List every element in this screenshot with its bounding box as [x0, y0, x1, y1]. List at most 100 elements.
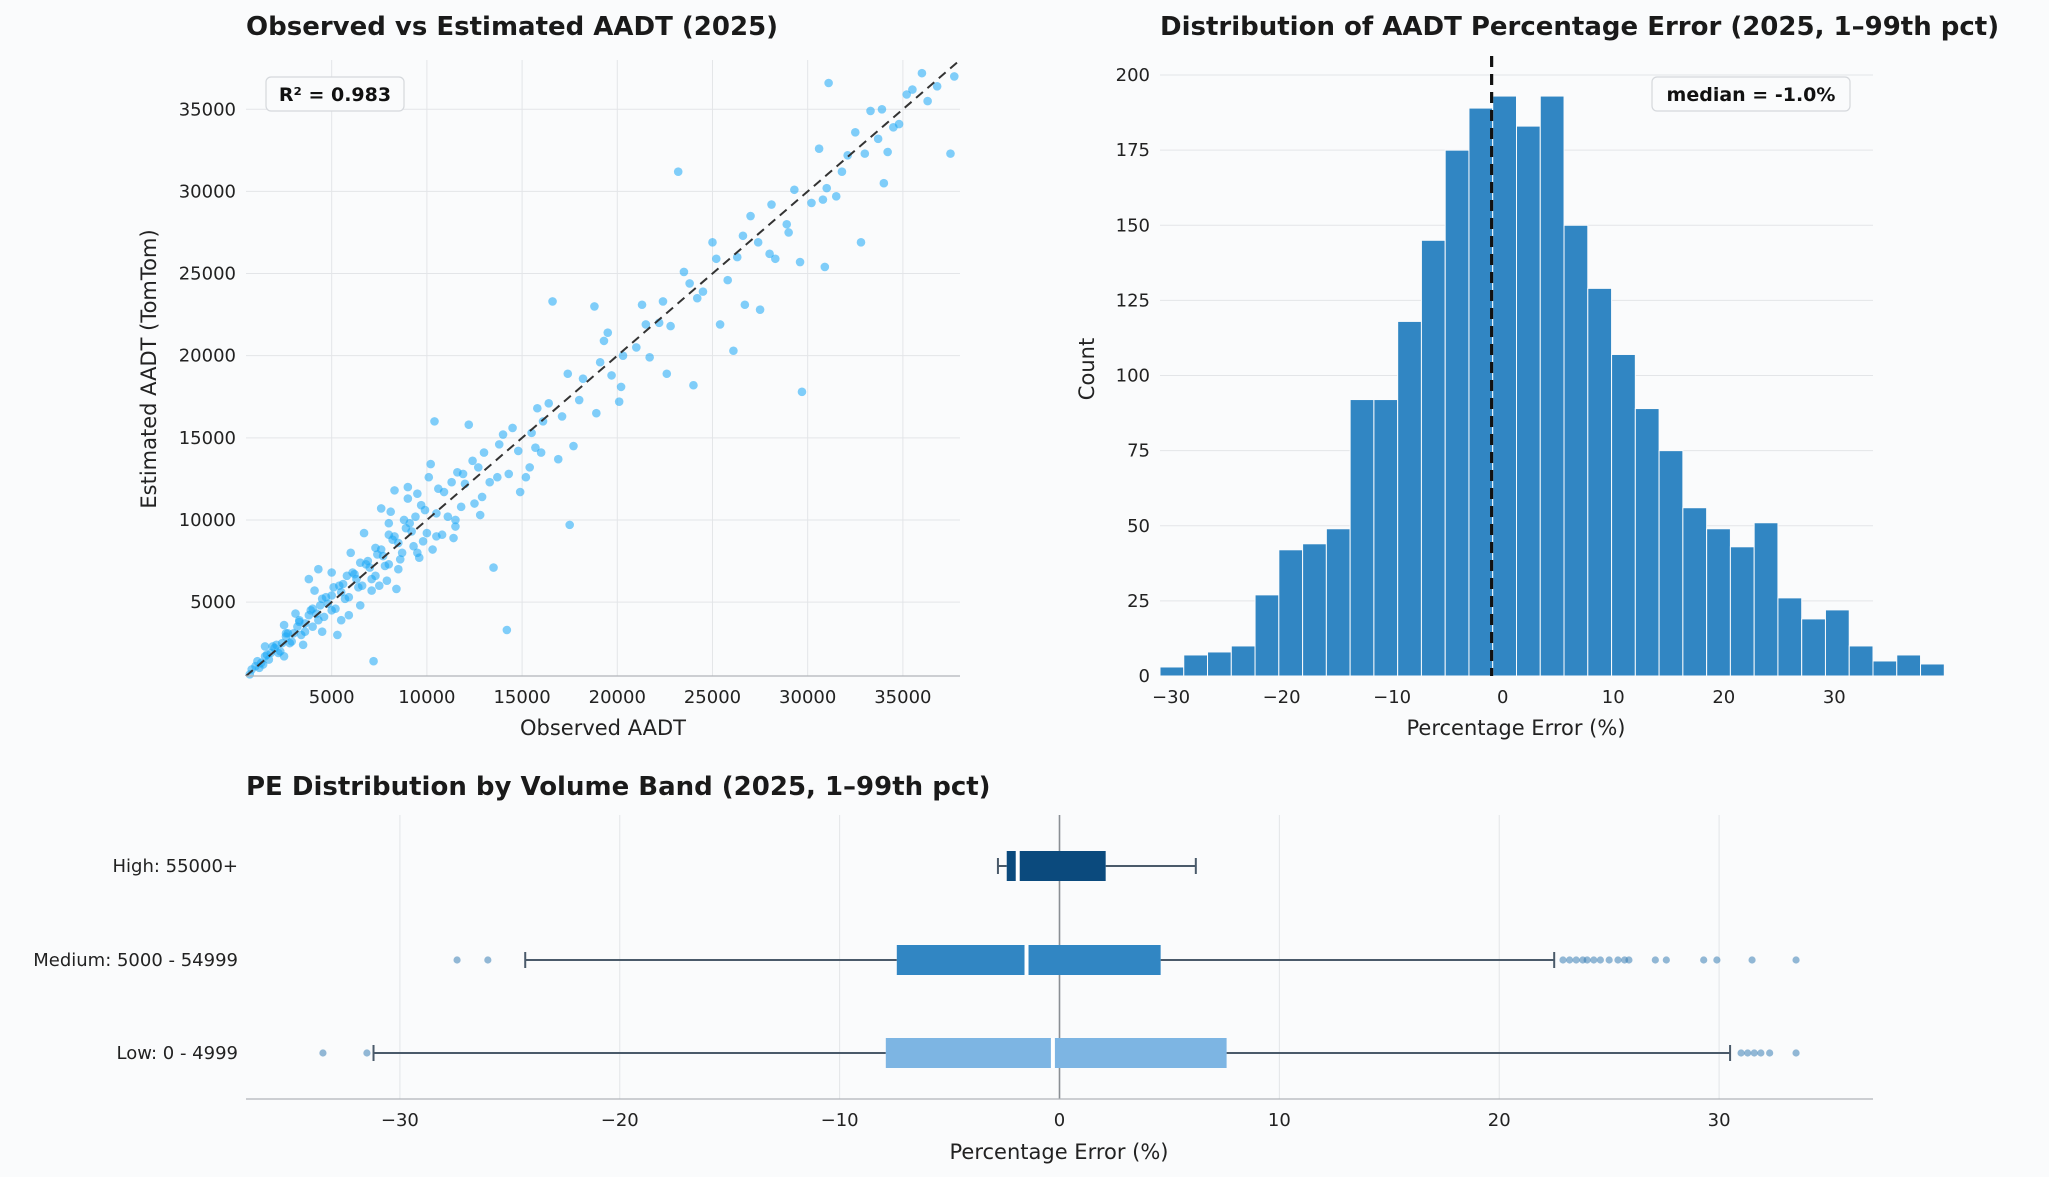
scatter-point: [822, 183, 832, 193]
r-squared-annotation: R² = 0.983: [279, 84, 391, 106]
scatter-point: [504, 469, 514, 479]
histogram-y-tick-label: 100: [1116, 366, 1150, 387]
box-outlier: [484, 956, 492, 964]
scatter-point: [527, 428, 536, 438]
histogram-y-tick-label: 150: [1116, 215, 1150, 236]
scatter-x-label: Observed AADT: [520, 716, 686, 740]
scatter-point: [468, 456, 477, 466]
box-outlier: [1757, 1049, 1765, 1057]
scatter-point: [740, 300, 750, 310]
histogram-bars: [1159, 95, 1945, 677]
scatter-point: [595, 357, 605, 367]
histogram-title: Distribution of AADT Percentage Error (2…: [1160, 12, 1999, 42]
histogram-y-tick-label: 175: [1116, 140, 1150, 161]
histogram-bar: [1230, 645, 1256, 677]
box-outlier: [1605, 956, 1613, 964]
histogram-bar: [1302, 543, 1327, 677]
scatter-point: [260, 642, 270, 651]
scatter-x-ticks: 5000 10000 15000 20000 25000 30000 35000: [309, 687, 932, 708]
scatter-point: [327, 605, 336, 615]
scatter-point: [399, 515, 409, 525]
scatter-point: [314, 615, 323, 625]
scatter-point: [525, 463, 534, 472]
scatter-point: [831, 192, 841, 201]
histogram-bar: [1278, 549, 1304, 677]
box-outlier: [1583, 956, 1591, 964]
box-outlier: [363, 1049, 371, 1057]
scatter-point: [308, 604, 317, 613]
scatter-point: [641, 320, 651, 329]
scatter-point: [616, 382, 626, 392]
box-outlier: [1792, 1049, 1800, 1057]
scatter-point: [416, 500, 426, 510]
scatter-point: [489, 563, 498, 572]
scatter-point: [521, 472, 531, 482]
histogram-y-label: Count: [1075, 338, 1099, 400]
scatter-title: Observed vs Estimated AADT (2025): [246, 12, 778, 42]
scatter-point: [279, 620, 289, 630]
scatter-point: [411, 512, 420, 521]
boxplot-category-label: High: 55000+: [113, 856, 239, 877]
histogram-x-tick-label: 10: [1602, 687, 1625, 708]
scatter-point: [277, 638, 287, 648]
scatter-point: [464, 420, 474, 429]
scatter-point: [336, 587, 346, 597]
scatter-point: [279, 651, 289, 661]
scatter-point: [355, 601, 365, 610]
box-outlier: [1572, 956, 1580, 964]
scatter-point: [673, 167, 683, 177]
scatter-point: [513, 446, 523, 456]
scatter-point: [314, 564, 323, 574]
histogram-bar: [1539, 95, 1565, 677]
box-iqr: [896, 945, 1161, 975]
histogram-x-tick-label: −10: [1373, 687, 1411, 708]
scatter-point: [894, 119, 904, 129]
scatter-point: [394, 564, 403, 574]
box-iqr: [1006, 851, 1106, 881]
scatter-point: [618, 351, 628, 360]
histogram-panel: Distribution of AADT Percentage Error (2…: [1075, 12, 1999, 740]
histogram-y-tick-label: 25: [1127, 591, 1150, 612]
scatter-point: [767, 200, 776, 209]
scatter-point: [531, 443, 540, 452]
scatter-point: [565, 520, 574, 530]
box-outlier: [1748, 956, 1756, 964]
scatter-point: [843, 150, 852, 160]
scatter-point: [544, 399, 554, 408]
scatter-point: [590, 302, 599, 311]
scatter-point: [902, 90, 911, 99]
scatter-point: [782, 219, 792, 229]
scatter-point: [879, 178, 889, 188]
scatter-point: [824, 78, 833, 88]
scatter-point: [327, 568, 336, 577]
scatter-point: [287, 637, 296, 646]
scatter-point: [637, 300, 647, 310]
boxplot-x-tick-label: 0: [1054, 1110, 1065, 1131]
scatter-point: [818, 195, 828, 204]
histogram-bar: [1373, 399, 1399, 677]
boxplot-x-ticks: −30 −20 −10 0 10 20 30: [381, 1110, 1731, 1131]
scatter-point: [658, 297, 668, 306]
scatter-point: [795, 257, 805, 267]
histogram-x-tick-label: 30: [1823, 687, 1846, 708]
scatter-point: [662, 369, 672, 379]
scatter-point: [388, 535, 397, 544]
histogram-bar: [1634, 408, 1660, 677]
scatter-point: [380, 561, 390, 571]
scatter-point: [599, 336, 609, 346]
histogram-y-tick-label: 200: [1116, 65, 1150, 86]
scatter-point: [856, 238, 866, 247]
boxplot-category-label: Medium: 5000 - 54999: [33, 950, 238, 971]
scatter-point: [578, 374, 588, 383]
scatter-point: [354, 582, 363, 592]
scatter-point: [494, 440, 504, 449]
boxplot-category-label: Low: 0 - 4999: [117, 1043, 238, 1064]
boxplot-title: PE Distribution by Volume Band (2025, 1–…: [246, 772, 991, 802]
histogram-bar: [1183, 654, 1209, 677]
scatter-point: [632, 343, 641, 352]
histogram-bar: [1824, 609, 1850, 677]
histogram-y-tick-label: 125: [1116, 290, 1150, 311]
scatter-point: [689, 380, 698, 390]
identity-reference-line: [245, 59, 961, 677]
scatter-point: [300, 627, 310, 636]
